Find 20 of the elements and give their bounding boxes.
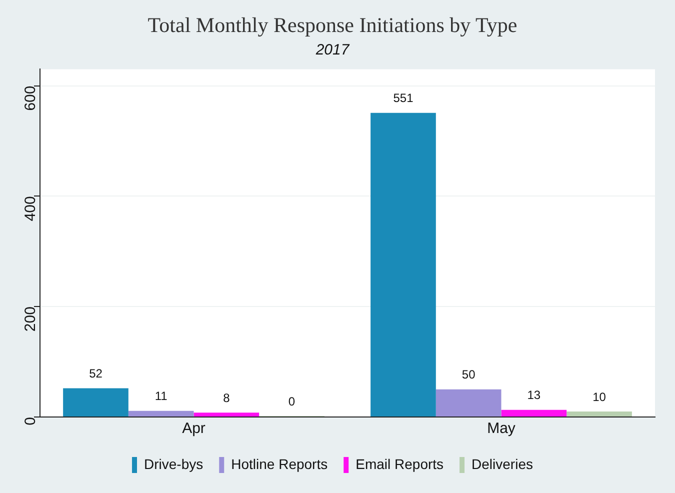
x-tick-label: May (487, 420, 516, 438)
data-label: 551 (393, 91, 414, 106)
legend-label: Email Reports (356, 456, 444, 472)
legend-label: Drive-bys (144, 456, 204, 472)
data-label: 11 (154, 389, 168, 404)
chart-subtitle: 2017 (314, 41, 350, 58)
data-label: 50 (462, 368, 476, 382)
y-tick-label: 200 (22, 306, 40, 332)
legend-label: Deliveries (472, 456, 533, 472)
data-label: 13 (527, 388, 541, 402)
chart-title: Total Monthly Response Initiations by Type (148, 13, 518, 38)
data-label: 10 (592, 390, 606, 404)
y-tick-label: 0 (22, 417, 40, 426)
data-label: 8 (223, 390, 230, 405)
y-tick-label: 600 (22, 86, 40, 111)
legend-label: Hotline Reports (231, 456, 328, 472)
x-tick-label: Apr (182, 420, 206, 438)
data-label: 52 (89, 366, 103, 381)
y-tick-label: 400 (22, 196, 40, 222)
data-label: 0 (288, 394, 296, 408)
